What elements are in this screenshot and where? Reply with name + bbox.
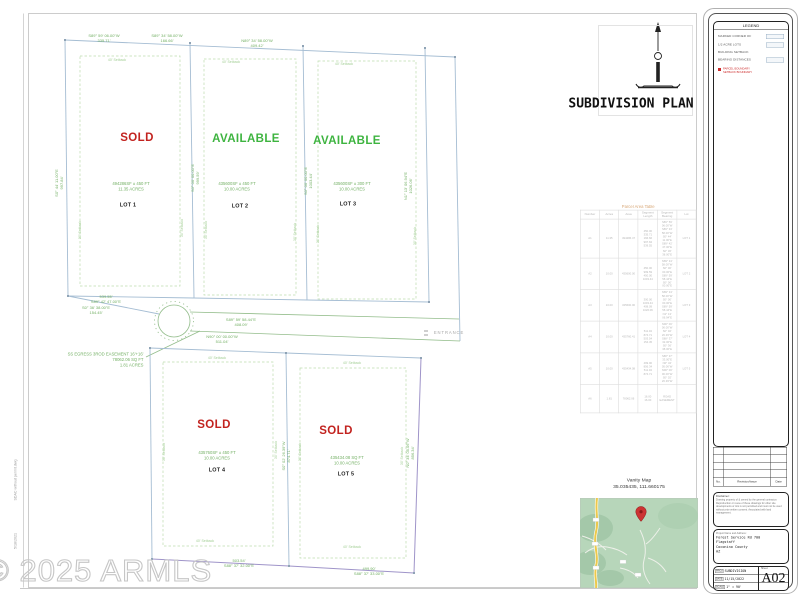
sheet-field: DATE 11/15/2022 (714, 575, 788, 583)
legend-item: BEARING DISTANCES (718, 57, 784, 63)
legend-swatch (766, 34, 784, 39)
dimension-label: S0° 00' 00.00"E 999.59' (191, 164, 200, 192)
legend-item: BUILDING SETBACK (718, 51, 749, 54)
setback-label: 40' Setback (221, 60, 241, 64)
setback-label: 30' Setback (298, 442, 302, 462)
sheet-label: Sheet (761, 567, 768, 570)
lot4-area: 435760SF ± 450 FT 10.00 ACRES (198, 450, 236, 461)
page-title: SUBDIVISION PLAN (568, 96, 694, 112)
revision-col-no: No. (713, 477, 724, 487)
setback-label: 30' Setback (78, 220, 82, 240)
lot2-name: LOT 2 (231, 202, 249, 210)
lot3-status: AVAILABLE (313, 135, 381, 147)
setback-label: 40' Setback (207, 356, 227, 360)
dimension-label: S0° 44' 11.00"E 997.84' (55, 169, 64, 197)
parcel-table-grid: Number Acres Area Segment Length Segment Bea… (579, 209, 697, 414)
dimension-label: S89° 34' 58.00"W 166.66' (151, 34, 183, 43)
red-marker-icon (718, 68, 721, 71)
setback-label: 30' Setback (413, 226, 417, 246)
margin-date: 5/18/2021 (14, 532, 18, 550)
legend-title: LEGEND (742, 23, 760, 29)
sheet-field: PROJ SUBDIVISION (714, 567, 788, 575)
sheet-field: SCALE 1" = 90' (715, 584, 742, 589)
dimension-label: S0° 00' 00.00"E 1003.44' (304, 167, 313, 195)
setback-label: 30' Setback (204, 220, 208, 240)
easement-label: SS EGRESS 3ROD EASEMENT 16'+16' 78062.06… (67, 352, 143, 368)
project-label: Project Name and Address: (716, 532, 747, 535)
legend-swatch (766, 57, 784, 63)
lot1-status: SOLD (120, 132, 154, 144)
lot3-area: 435600SF ± 300 FT 10.00 ACRES (333, 181, 371, 192)
project-address: Forest Service Rd 700 Flagstaff Coconino… (716, 535, 761, 554)
dimension-label: N90° 00' 00.00"W 511.04' (206, 335, 238, 344)
vanity-map (580, 498, 698, 588)
lot4-name: LOT 4 (208, 466, 226, 474)
dimension-label: S89° 59' 06.00"W 335.71' (88, 34, 120, 43)
dimension-label: S0° 02' 26.39"W 874.71' (282, 441, 291, 471)
north-arrow-icon (635, 22, 681, 89)
revision-table: No. Revision/Issue Date (713, 447, 787, 488)
sheet-info-box: PROJ SUBDIVISION DATE 11/15/2022 SCALE 1… (713, 566, 789, 591)
revision-col-issue: Revision/Issue (723, 477, 771, 487)
lot4-status: SOLD (197, 419, 231, 431)
setback-label: 30' Setback (180, 218, 184, 238)
legend-red-note: PARCEL BOUNDARY SETBACK BOUNDARY (718, 68, 784, 75)
dimension-label: N0° 34' 05.06"W 856.34' (406, 438, 415, 468)
vanity-map-name: Vanity Map (626, 477, 652, 483)
lot2-status: AVAILABLE (212, 133, 280, 145)
setback-label: 40' Setback (107, 58, 127, 62)
setback-label: 30' Setback (316, 224, 320, 244)
setback-label: 40' Setback (334, 62, 354, 66)
disclaimer-box: Disclaimer: Drawing property of & owned … (713, 492, 789, 527)
dimension-label: 539.55' S89° 42' 47.00"E (90, 295, 122, 304)
setback-label: 30' Setback (162, 442, 166, 462)
setback-label: 30' Setback (293, 222, 297, 242)
disclaimer-text: Drawing property of & owned by the gener… (716, 498, 782, 515)
parcel-area-table: Parcel Area Table Number Acres Area Segment… (579, 205, 697, 414)
dimension-label: 503.54' S88° 37' 32.00"E (223, 559, 255, 568)
disclaimer-title: Disclaimer: (716, 495, 730, 498)
sheet-fields: PROJ SUBDIVISION DATE 11/15/2022 SCALE 1… (714, 567, 788, 590)
legend-item: MARKED CORNER OF (718, 34, 784, 39)
vanity-map-coords: 35.035435, 111.660175 (613, 483, 665, 490)
lot3-name: LOT 3 (339, 200, 357, 208)
setback-label: 40' Setback (195, 539, 215, 543)
lot1-name: LOT 1 (119, 201, 137, 209)
setback-label: 30' Setback (274, 440, 278, 460)
legend-swatch (766, 42, 784, 48)
map-pin-icon (635, 506, 647, 522)
dimension-label: S89° 59' 58.44"E 408.09' (225, 318, 257, 327)
lot5-name: LOT 5 (337, 470, 355, 478)
setback-label: 40' Setback (342, 545, 362, 549)
armls-watermark: © 2025 ARMLS (0, 552, 213, 588)
title-block-outer-border (703, 8, 798, 594)
setback-label: 40' Setback (342, 361, 362, 365)
dimension-label: N89° 34' 58.00"W 409.42' (241, 39, 273, 48)
setback-label: 30' Setback (400, 446, 404, 466)
margin-filename: SDAC without permit.dwg (14, 459, 18, 501)
lot5-area: 435434.08 SQ FT 10.00 ACRES (330, 455, 364, 466)
lot5-status: SOLD (319, 425, 353, 437)
project-address-box: Project Name and Address: Forest Service… (713, 529, 789, 564)
legend-box: LEGEND MARKED CORNER OF 1/2 ACRE LOTS BU… (713, 21, 789, 447)
legend-item: 1/2 ACRE LOTS (718, 42, 784, 48)
parcel-table-title: Parcel Area Table (621, 205, 655, 210)
vanity-map-title: Vanity Map 35.035435, 111.660175 (577, 477, 701, 490)
lot2-area: 435600SF ± 450 FT 10.00 ACRES (218, 181, 256, 192)
entrance-label: ENTRANCE (433, 330, 465, 336)
dimension-label: 499.90' S88° 37' 33.00"E (353, 567, 385, 576)
revision-col-date: Date (770, 477, 787, 487)
sheet-number-cell: Sheet A02 (760, 567, 787, 590)
heading-box (598, 25, 693, 116)
sheet-number: A02 (761, 571, 786, 586)
dimension-label: N1° 13' 06.94"E 1026.06' (404, 171, 413, 201)
dimension-label: S0° 36' 38.00"E 154.45' (82, 306, 110, 315)
lot1-area: 494286SF ± 450 FT 11.35 ACRES (112, 181, 150, 192)
